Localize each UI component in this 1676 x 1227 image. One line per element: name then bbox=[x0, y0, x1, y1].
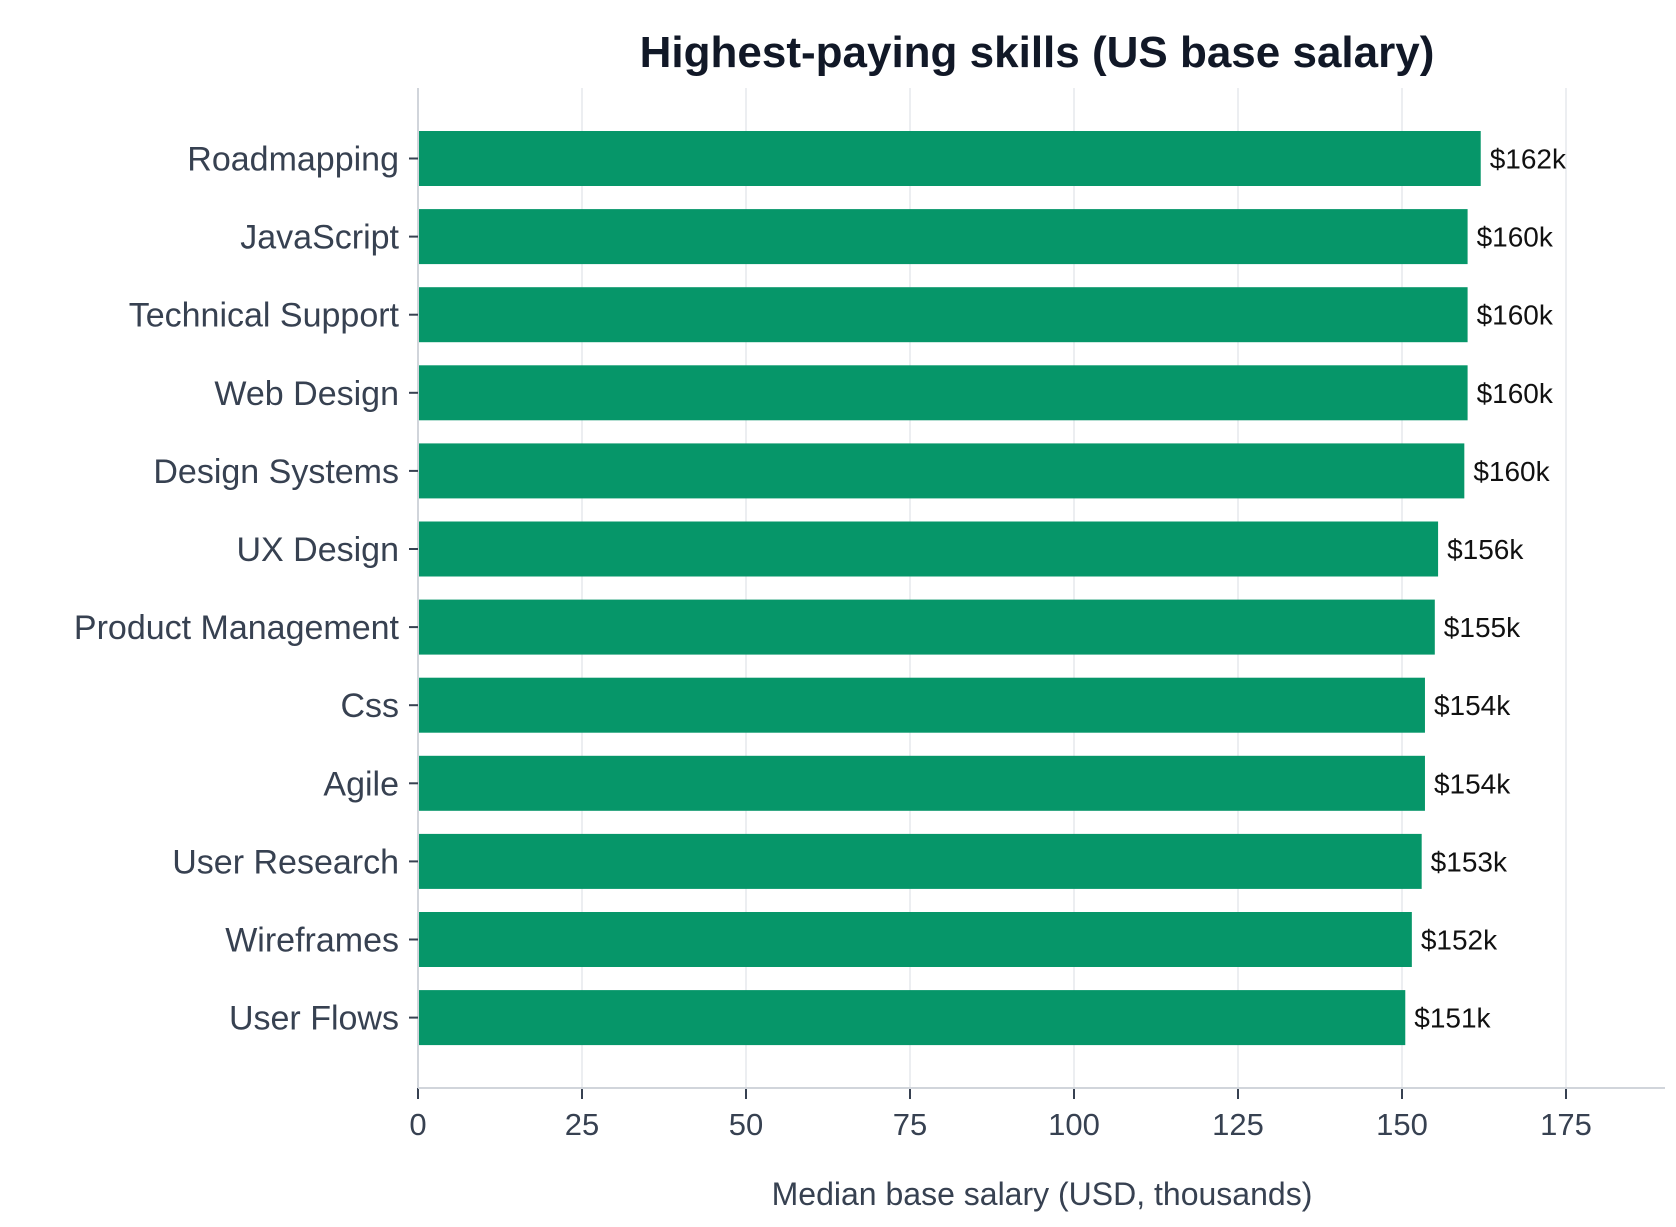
value-label-user-flows: $151k bbox=[1414, 1003, 1491, 1034]
category-label-user-flows: User Flows bbox=[229, 1000, 399, 1038]
bar-user-research bbox=[418, 833, 1422, 889]
value-label-javascript: $160k bbox=[1477, 222, 1554, 253]
bar-javascript bbox=[418, 209, 1468, 265]
bar-ux-design bbox=[418, 521, 1439, 577]
value-label-ux-design: $156k bbox=[1447, 534, 1524, 565]
value-label-product-management: $155k bbox=[1444, 612, 1521, 643]
category-label-web-design: Web Design bbox=[214, 375, 399, 413]
category-label-agile: Agile bbox=[323, 765, 399, 803]
category-label-javascript: JavaScript bbox=[240, 219, 399, 257]
axis-layer: 0 25 50 75 100 125 150 175 bbox=[409, 88, 1665, 1142]
bar-product-management bbox=[418, 599, 1435, 655]
value-label-web-design: $160k bbox=[1477, 378, 1554, 409]
category-label-design-systems: Design Systems bbox=[153, 453, 399, 491]
label-layer: Roadmapping $162k JavaScript $160k Technical… bbox=[74, 141, 1567, 1038]
category-label-wireframes: Wireframes bbox=[225, 922, 399, 960]
bar-design-systems bbox=[418, 443, 1465, 499]
bar-css bbox=[418, 677, 1425, 733]
x-axis-title: Median base salary (USD, thousands) bbox=[772, 1176, 1313, 1212]
category-label-roadmapping: Roadmapping bbox=[187, 141, 399, 179]
category-label-user-research: User Research bbox=[172, 843, 399, 881]
chart-title: Highest-paying skills (US base salary) bbox=[640, 28, 1435, 77]
x-tick-label-50: 50 bbox=[729, 1107, 763, 1142]
value-label-agile: $154k bbox=[1434, 768, 1511, 799]
value-label-css: $154k bbox=[1434, 690, 1511, 721]
bar-user-flows bbox=[418, 990, 1406, 1046]
category-label-technical-support: Technical Support bbox=[129, 297, 400, 335]
x-tick-label-125: 125 bbox=[1212, 1107, 1264, 1142]
x-tick-label-150: 150 bbox=[1376, 1107, 1428, 1142]
category-label-ux-design: UX Design bbox=[236, 531, 399, 569]
value-label-user-research: $153k bbox=[1431, 846, 1508, 877]
x-tick-label-175: 175 bbox=[1540, 1107, 1592, 1142]
bar-web-design bbox=[418, 365, 1468, 421]
value-label-roadmapping: $162k bbox=[1490, 144, 1567, 175]
category-label-css: Css bbox=[340, 687, 399, 725]
x-tick-label-0: 0 bbox=[409, 1107, 426, 1142]
bar-roadmapping bbox=[418, 131, 1481, 186]
category-label-product-management: Product Management bbox=[74, 609, 400, 647]
x-tick-label-25: 25 bbox=[565, 1107, 599, 1142]
bar-wireframes bbox=[418, 912, 1412, 967]
value-label-wireframes: $152k bbox=[1421, 925, 1498, 956]
bar-technical-support bbox=[418, 287, 1468, 343]
bar-agile bbox=[418, 755, 1425, 811]
x-tick-label-75: 75 bbox=[893, 1107, 927, 1142]
value-label-design-systems: $160k bbox=[1473, 456, 1550, 487]
value-label-technical-support: $160k bbox=[1477, 300, 1554, 331]
x-tick-label-100: 100 bbox=[1048, 1107, 1100, 1142]
bar-layer bbox=[418, 131, 1481, 1046]
